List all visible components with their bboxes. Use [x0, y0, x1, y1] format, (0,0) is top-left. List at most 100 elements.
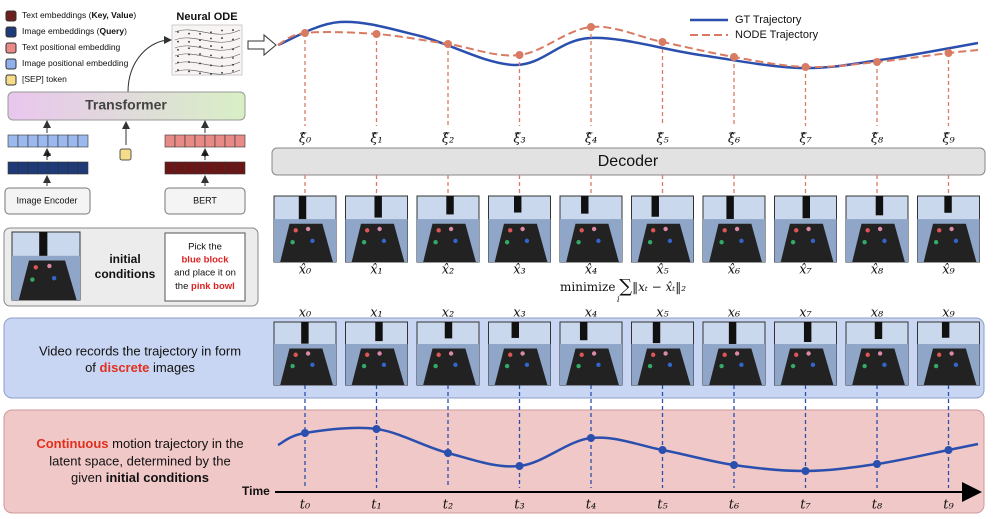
image-table — [351, 348, 405, 385]
video-frame — [774, 321, 837, 386]
latent-point — [944, 446, 953, 454]
image-robot — [726, 196, 734, 219]
image-robot — [374, 196, 382, 218]
flow-dot — [210, 37, 212, 40]
flow-dot — [221, 29, 223, 32]
flow-line — [174, 37, 241, 43]
image-object — [377, 226, 382, 232]
x-label: x₄ — [585, 306, 598, 321]
latent-panel — [3, 409, 985, 514]
image-object — [719, 363, 724, 369]
image-object — [734, 351, 740, 356]
image-object — [647, 240, 653, 245]
flow-dot — [199, 45, 201, 48]
embedding-cell — [37, 161, 49, 175]
image-object — [949, 351, 954, 356]
decoder-label: Decoder — [598, 153, 659, 170]
legend-label: Image positional embedding — [22, 58, 129, 68]
image-object — [739, 362, 744, 368]
video-frame — [702, 321, 766, 386]
t-label: t₄ — [586, 498, 596, 513]
instruction-part: pink bowl — [191, 281, 235, 292]
image-object — [810, 238, 816, 244]
embedding-cell — [57, 134, 69, 148]
image-object — [576, 240, 581, 245]
image-object — [448, 351, 454, 356]
flow-dot — [232, 63, 234, 66]
flow-dot — [177, 69, 179, 71]
image-object — [365, 352, 370, 357]
image-encoder-label: Image Encoder — [16, 195, 77, 205]
flow-line — [174, 29, 241, 35]
flow-dot — [177, 40, 179, 43]
decoded-frame — [845, 195, 909, 263]
initial-image — [11, 231, 81, 301]
embedding-cell — [67, 134, 79, 148]
t-label: t₉ — [943, 498, 954, 513]
image-robot — [803, 322, 812, 342]
objective-part: minimize — [560, 280, 615, 294]
embedding-cell — [174, 161, 186, 175]
video-text-part: discrete — [100, 360, 150, 375]
flow-dot — [199, 62, 201, 65]
x-label: x₈ — [871, 306, 884, 321]
legend-part: Image embeddings ( — [22, 26, 100, 36]
image-object — [806, 351, 811, 356]
embedding-cell — [47, 134, 59, 148]
flow-dot — [188, 61, 190, 63]
decoded-frame — [488, 195, 551, 263]
image-object — [663, 226, 668, 232]
video-frame — [559, 321, 623, 386]
flow-dot — [199, 53, 201, 55]
image-table — [852, 348, 905, 385]
t-label: t₇ — [800, 498, 811, 513]
initial-label: initial — [109, 252, 140, 266]
t-label: t₃ — [514, 498, 524, 513]
image-object — [433, 240, 438, 245]
x-hat-label: x̂₅ — [656, 263, 669, 278]
embedding-cell — [194, 161, 206, 175]
flow-dot — [210, 73, 212, 75]
objective-part: ‖xₜ − x̂ₜ‖₂ — [632, 280, 686, 294]
image-object — [436, 352, 441, 357]
x-label: x₀ — [299, 306, 312, 321]
flow-dot — [188, 53, 190, 56]
latent-point — [515, 462, 524, 470]
time-label: Time — [242, 484, 270, 498]
t-label: t₆ — [729, 498, 739, 513]
latent-text-part: motion trajectory in the — [109, 436, 244, 451]
t-label: t₀ — [300, 498, 311, 513]
image-object — [667, 362, 673, 368]
legend-swatch — [5, 26, 17, 38]
image-object — [937, 228, 942, 233]
image-object — [504, 240, 510, 245]
bert-label: BERT — [193, 195, 217, 205]
flow-dot — [188, 70, 190, 73]
legend-part: Image positional embedding — [22, 58, 129, 68]
objective: minimize ∑‖xₜ − x̂ₜ‖₂ — [560, 276, 686, 297]
image-object — [734, 226, 740, 232]
image-object — [310, 362, 315, 368]
image-table — [566, 348, 619, 385]
embedding-cell — [7, 134, 19, 148]
image-robot — [39, 232, 48, 256]
image-object — [647, 363, 653, 369]
image-object — [937, 352, 942, 357]
decoded-frame — [559, 195, 623, 263]
x-label: x₇ — [799, 306, 812, 321]
embedding-cell — [174, 134, 186, 148]
image-object — [305, 351, 311, 356]
objective-index: i — [617, 295, 620, 304]
image-object — [877, 226, 883, 232]
image-robot — [513, 196, 522, 213]
xi-hat-label: ξ̂₄ — [585, 132, 597, 147]
image-object — [862, 240, 867, 245]
x-hat-label: x̂₆ — [728, 263, 741, 278]
embedding-cell — [184, 161, 196, 175]
image-object — [520, 226, 525, 232]
image-object — [504, 363, 510, 369]
node-point — [730, 53, 738, 61]
x-hat-label: x̂₉ — [942, 263, 955, 278]
xi-hat-label: ξ̂₆ — [728, 132, 740, 147]
flow-dot — [232, 38, 234, 41]
